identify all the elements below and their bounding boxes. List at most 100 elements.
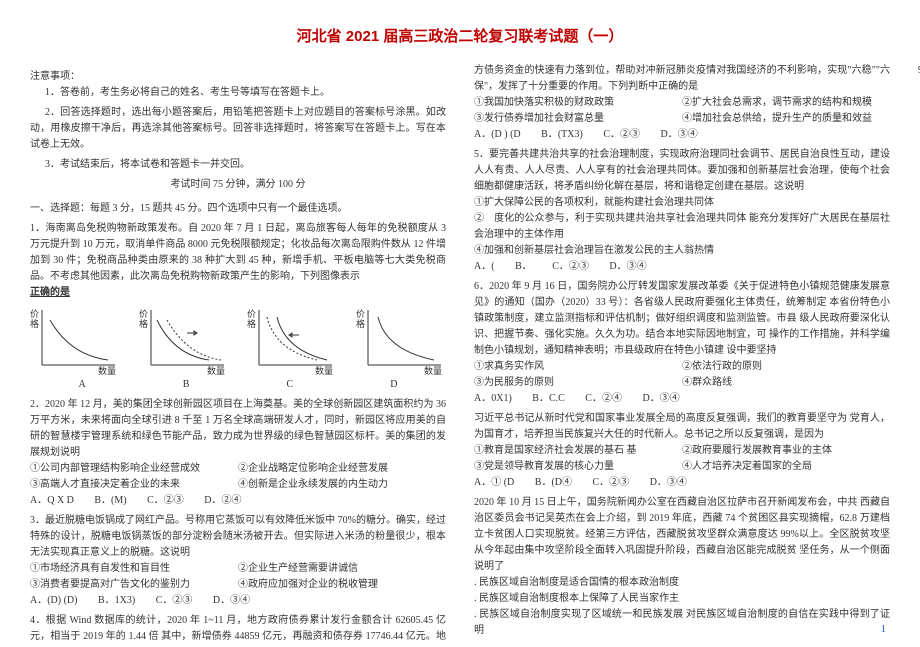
q7-c: C．②③ xyxy=(593,477,630,488)
notice-3: 3．考试结束后，将本试卷和答题卡一并交回。 xyxy=(30,157,446,173)
chart-a: 价格 数量 xyxy=(30,305,120,375)
svg-text:数量: 数量 xyxy=(98,365,116,375)
q6-d: D．③④ xyxy=(642,393,679,404)
q2-text: 2．2020 年 12 月，美的集团全球创新园区项目在上海奠基。美的全球创新园区… xyxy=(30,397,446,461)
chart-label-c: C xyxy=(287,377,294,393)
q8-o2: . 民族区域自治制度根本上保障了人民当家作主 xyxy=(474,591,890,607)
chart-row: 价格 数量 价格 数量 价格 数量 价格 xyxy=(30,305,446,375)
notice-1: 1．答卷前，考生务必将自己的姓名、考生号等填写在答题卡上。 xyxy=(30,85,446,101)
q8-o3: . 民族区域自治制度实现了区域统一和民族发展 对民族区域自治制度的自信在实践中得… xyxy=(474,607,890,639)
q4-statements: ①我国加快落实积极的财政政策 ②扩大社会总需求，调节需求的结构和规模 ③发行债券… xyxy=(474,95,890,127)
content-columns: 注意事项： 1．答卷前，考生务必将自己的姓名、考生号等填写在答题卡上。 2．回答… xyxy=(30,63,890,645)
q6-b: B．C.C xyxy=(532,393,565,404)
notice-header: 注意事项： xyxy=(30,69,446,85)
q4-b: B．(TX3) xyxy=(541,129,583,140)
q6-a: A．0X1) xyxy=(474,393,512,404)
svg-text:格: 格 xyxy=(30,318,39,329)
q7-o1: ①教育是国家经济社会发展的基石 基 xyxy=(474,443,682,459)
exam-title: 河北省 2021 届高三政治二轮复习联考试题（一） xyxy=(30,25,890,49)
q2-choices: A．Q X D B．(M) C．②③ D．②④ xyxy=(30,493,446,509)
svg-text:数量: 数量 xyxy=(207,365,225,375)
q4-o3: ③发行债券增加社会财富总量 xyxy=(474,111,682,127)
chart-label-d: D xyxy=(390,377,397,393)
q3-a: A．(D) (D) xyxy=(30,595,78,606)
q3-b: B．1X3) xyxy=(98,595,135,606)
q1-text: 1．海南离岛免税购物新政策发布。自 2020 年 7 月 1 日起，离岛旅客每人… xyxy=(30,221,446,285)
q6-o4: ④群众路线 xyxy=(682,375,890,391)
q2-b: B．(M) xyxy=(94,495,126,506)
q2-o1: ①公司内部管理结构影响企业经营成效 xyxy=(30,461,238,477)
q4-o2: ②扩大社会总需求，调节需求的结构和规模 xyxy=(682,95,890,111)
notice-2: 2．回答选择题时，选出每小题答案后，用铅笔把答题卡上对应题目的答案标号涂黑。如改… xyxy=(30,105,446,153)
q7-b: B．(D④ xyxy=(535,477,572,488)
q2-a: A．Q X D xyxy=(30,495,74,506)
q5-a: A．( xyxy=(474,261,495,272)
q5-o3: ④加强和创新基层社会治理旨在激发公民的主人翁热情 xyxy=(474,243,890,259)
q3-o2: ②企业生产经营需要讲诚信 xyxy=(238,561,446,577)
q7-o4: ④人才培养决定着国家的全局 xyxy=(682,459,890,475)
q4-choices: A．(D ) (D B．(TX3) C．②③ D．③④ xyxy=(474,127,890,143)
question-3: 3．最近脱糖电饭锅成了网红产品。号称用它蒸饭可以有效降低米饭中 70%的糖分。确… xyxy=(30,513,446,609)
svg-text:格: 格 xyxy=(356,318,365,329)
q4-o1: ①我国加快落实积极的财政政策 xyxy=(474,95,682,111)
q4-d: D．③④ xyxy=(661,129,698,140)
q7-d: D．③④ xyxy=(650,477,687,488)
q6-o1: ①求真务实作风 xyxy=(474,359,682,375)
q6-choices: A．0X1) B．C.C C．②④ D．③④ xyxy=(474,391,890,407)
q2-d: D．②④ xyxy=(204,495,241,506)
q3-o4: ④政府应加强对企业的税收管理 xyxy=(238,577,446,593)
q8-o1: . 民族区域自治制度是适合国情的根本政治制度 xyxy=(474,575,890,591)
svg-text:格: 格 xyxy=(139,318,148,329)
q2-statements: ①公司内部管理结构影响企业经营成效 ②企业战略定位影响企业经营发展 ③高端人才直… xyxy=(30,461,446,493)
q3-text: 3．最近脱糖电饭锅成了网红产品。号称用它蒸饭可以有效降低米饭中 70%的糖分。确… xyxy=(30,513,446,561)
chart-labels: A B C D xyxy=(30,377,446,393)
q5-c: C．②③ xyxy=(552,261,589,272)
svg-text:数量: 数量 xyxy=(315,365,333,375)
q7-choices: A．① (D B．(D④ C．②③ D．③④ xyxy=(474,475,890,491)
q7-o3: ③党是领导教育发展的核心力量 xyxy=(474,459,682,475)
svg-text:价: 价 xyxy=(139,309,148,319)
chart-label-a: A xyxy=(79,377,86,393)
q3-choices: A．(D) (D) B．1X3) C．②③ D．③④ xyxy=(30,593,446,609)
q3-statements: ①市场经济具有自发性和盲目性 ②企业生产经营需要讲诚信 ③消费者要提高对广告文化… xyxy=(30,561,446,593)
q7-a: A．① (D xyxy=(474,477,514,488)
question-8: 2020 年 10 月 15 日上午，国务院新闻办公室在西藏自治区拉萨市召开新闻… xyxy=(474,495,890,639)
q4-a: A．(D ) (D xyxy=(474,129,521,140)
question-5: 5．要完善共建共治共享的社会治理制度，实现政府治理同社会调节、居民自治良性互动，… xyxy=(474,147,890,275)
chart-b: 价格 数量 xyxy=(139,305,229,375)
q5-b: B． xyxy=(515,261,532,272)
q8-text: 2020 年 10 月 15 日上午，国务院新闻办公室在西藏自治区拉萨市召开新闻… xyxy=(474,495,890,575)
q5-text: 5．要完善共建共治共享的社会治理制度，实现政府治理同社会调节、居民自治良性互动，… xyxy=(474,147,890,195)
q6-o3: ③为民服务的原则 xyxy=(474,375,682,391)
q6-statements: ①求真务实作风 ②依法行政的原则 ③为民服务的原则 ④群众路线 xyxy=(474,359,890,391)
question-1: 1．海南离岛免税购物新政策发布。自 2020 年 7 月 1 日起，离岛旅客每人… xyxy=(30,221,446,393)
q5-d: D．③④ xyxy=(609,261,646,272)
q4-o4: ④增加社会总供给，提升生产的质量和效益 xyxy=(682,111,890,127)
q3-o3: ③消费者要提高对广告文化的鉴别力 xyxy=(30,577,238,593)
q2-o4: ④创新是企业永续发展的内生动力 xyxy=(238,477,446,493)
section-1-heading: 一、选择题：每题 3 分，15 题共 45 分。四个选项中只有一个最佳选项。 xyxy=(30,201,446,217)
q7-text: 习近平总书记从新时代党和国家事业发展全局的高度反复强调，我们的教育要坚守为 党育… xyxy=(474,411,890,443)
q6-text: 6．2020 年 9 月 16 日，国务院办公厅转发国家发展改革委《关于促进特色… xyxy=(474,279,890,359)
q2-o2: ②企业战略定位影响企业经营发展 xyxy=(238,461,446,477)
q6-c: C．②④ xyxy=(585,393,622,404)
q3-c: C．②③ xyxy=(156,595,193,606)
q2-o3: ③高端人才直接决定着企业的未来 xyxy=(30,477,238,493)
svg-text:价: 价 xyxy=(356,309,365,319)
q4-c: C．②③ xyxy=(603,129,640,140)
q5-o1: ①扩大保障公民的各项权利，就能构建社会治理共同体 xyxy=(474,195,890,211)
chart-label-b: B xyxy=(183,377,190,393)
q5-choices: A．( B． C．②③ D．③④ xyxy=(474,259,890,275)
chart-d: 价格 数量 xyxy=(356,305,446,375)
q7-statements: ①教育是国家经济社会发展的基石 基 ②政府要履行发展教育事业的主体 ③党是领导教… xyxy=(474,443,890,475)
q5-o2: ② 度化的公众参与，利于实现共建共治共享社会治理共同体 能充分发挥好广大居民在基… xyxy=(474,211,890,243)
svg-text:格: 格 xyxy=(247,318,256,329)
q7-o2: ②政府要履行发展教育事业的主体 xyxy=(682,443,890,459)
svg-text:价: 价 xyxy=(30,309,39,319)
question-2: 2．2020 年 12 月，美的集团全球创新园区项目在上海奠基。美的全球创新园区… xyxy=(30,397,446,509)
exam-info: 考试时间 75 分钟，满分 100 分 xyxy=(30,177,446,193)
svg-text:价: 价 xyxy=(247,309,256,319)
svg-text:数量: 数量 xyxy=(424,365,442,375)
q3-d: D．③④ xyxy=(213,595,250,606)
question-7: 习近平总书记从新时代党和国家事业发展全局的高度反复强调，我们的教育要坚守为 党育… xyxy=(474,411,890,491)
